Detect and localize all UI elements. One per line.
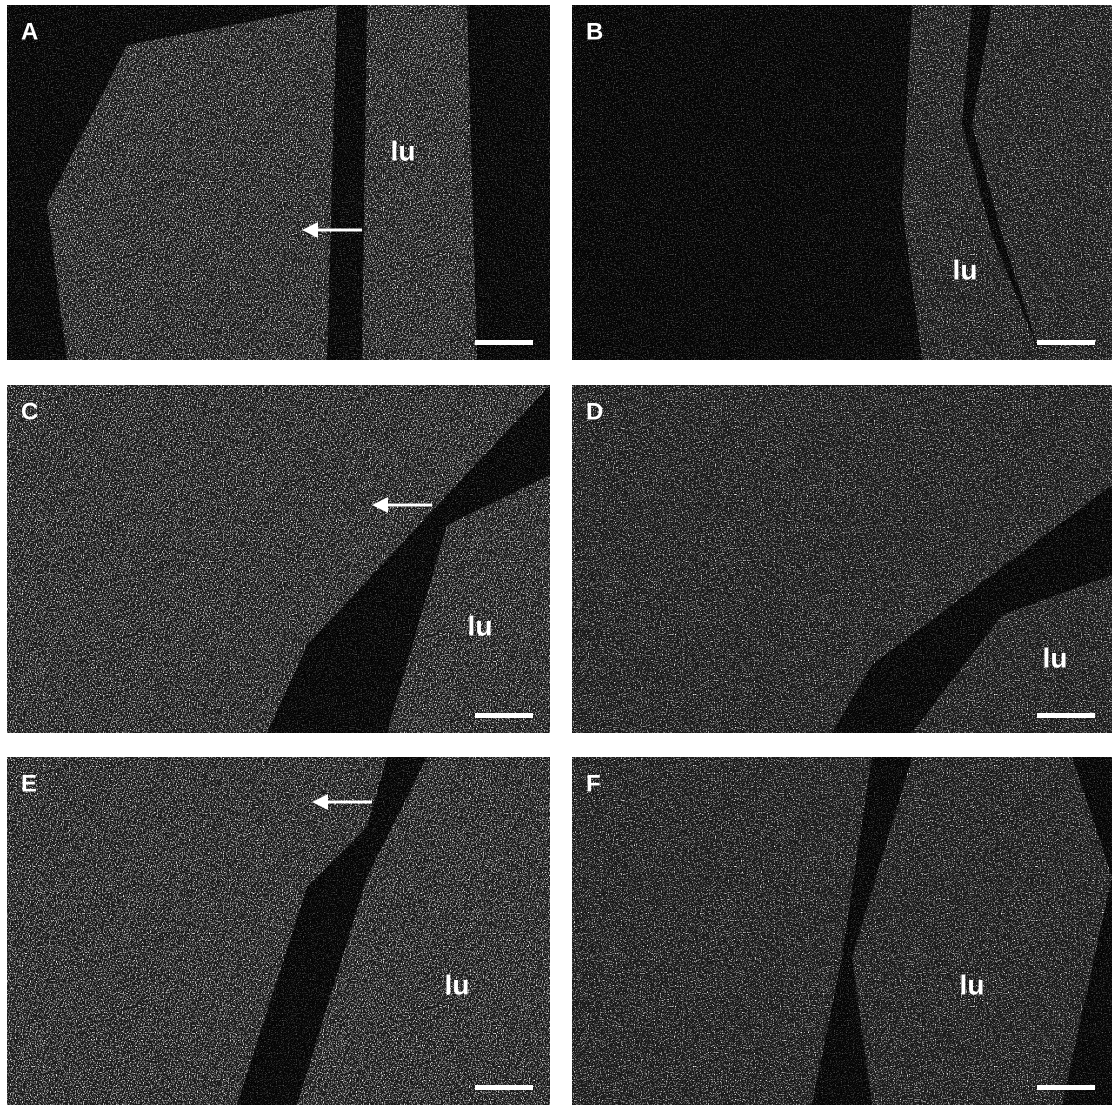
scale-bar	[475, 713, 533, 718]
scale-bar	[475, 340, 533, 345]
scale-bar	[475, 1085, 533, 1090]
lumen-label: lu	[1043, 642, 1068, 673]
panel-label: C	[21, 398, 38, 425]
figure: AluBluCluDluEluFlu	[0, 0, 1115, 1107]
speckle-layer	[7, 757, 550, 1105]
speckle-layer	[7, 5, 550, 360]
tissue	[7, 385, 550, 733]
lumen-label: lu	[953, 254, 978, 285]
panel-label: A	[21, 18, 38, 45]
speckle-layer	[572, 757, 1112, 1105]
panel: Alu	[7, 5, 550, 360]
lumen-label: lu	[468, 610, 493, 641]
panel-label: E	[21, 770, 37, 797]
panel-label: B	[586, 18, 603, 45]
panel-label: F	[586, 770, 601, 797]
scale-bar	[1037, 713, 1095, 718]
scale-bar	[1037, 1085, 1095, 1090]
lumen-label: lu	[391, 135, 416, 166]
tissue-speckle	[7, 385, 550, 733]
panel: Dlu	[572, 385, 1112, 733]
panel: Blu	[572, 5, 1112, 360]
lumen-label: lu	[960, 969, 985, 1000]
panel: Clu	[7, 385, 550, 733]
panel: Elu	[7, 757, 550, 1105]
speckle-layer	[572, 5, 1112, 360]
speckle-layer	[572, 385, 1112, 733]
panel: Flu	[572, 757, 1112, 1105]
panel-label: D	[586, 398, 603, 425]
speckle-layer	[7, 385, 550, 733]
lumen-label: lu	[445, 969, 470, 1000]
scale-bar	[1037, 340, 1095, 345]
